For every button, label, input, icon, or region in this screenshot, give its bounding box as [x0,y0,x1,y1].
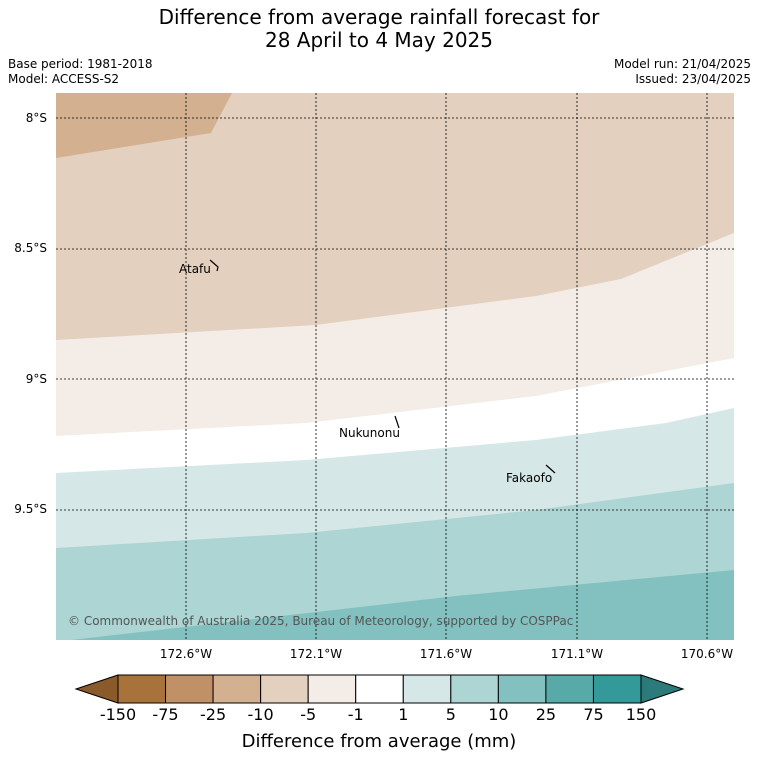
colorbar-tick-label: -1 [347,705,364,724]
title-line-1: Difference from average rainfall forecas… [158,5,600,29]
colorbar-segments [117,674,642,704]
colorbar-segment-7 [450,674,499,704]
issued-text: Issued: 23/04/2025 [635,72,751,86]
colorbar-title: Difference from average (mm) [241,731,517,752]
colorbar [74,674,685,704]
meta-right: Model run: 21/04/2025 Issued: 23/04/2025 [614,57,751,87]
colorbar-tick-label: -150 [99,705,137,724]
colorbar-segment-0 [117,674,167,704]
colorbar-tick-label: -25 [200,705,227,724]
colorbar-segment-6 [402,674,452,704]
band-minus25-to-minus10 [56,93,232,158]
colorbar-segment-10 [592,674,642,704]
atafu-atoll-outline [209,259,219,272]
colorbar-tick-label: 25 [535,705,557,724]
map-svg [56,93,734,640]
nukunonu-atoll-outline [394,415,400,429]
colorbar-tick-label: -75 [152,705,179,724]
lat-label-8: 8°S [25,111,47,125]
place-label-atafu: Atafu [179,262,211,276]
colorbar-segment-3 [260,674,309,704]
colorbar-high-extend [640,674,685,704]
colorbar-tick-label: 5 [445,705,456,724]
lon-label-172-1: 172.1°W [289,647,343,661]
band-10-to-25 [71,570,734,640]
lon-label-171-1: 171.1°W [550,647,604,661]
colorbar-segment-2 [212,674,262,704]
copyright-text: © Commonwealth of Australia 2025, Bureau… [68,614,574,628]
colorbar-segment-9 [545,674,594,704]
colorbar-segment-5 [355,674,404,704]
model-text: Model: ACCESS-S2 [8,72,120,86]
colorbar-tick-label: 1 [398,705,409,724]
atoll-outlines [209,259,556,474]
colorbar-segment-1 [165,674,214,704]
colorbar-outline [117,674,642,704]
place-label-nukunonu: Nukunonu [339,426,400,440]
lat-label-9: 9°S [25,372,47,386]
colorbar-tick-label: 150 [625,705,657,724]
colorbar-tick-label: 10 [488,705,509,724]
colorbar-tick-label: -10 [247,705,274,724]
base-period-text: Base period: 1981-2018 [8,57,153,71]
lat-label-8-5: 8.5°S [14,241,47,255]
colorbar-low-extend [74,674,119,704]
place-label-fakaofo: Fakaofo [506,471,553,485]
lat-label-9-5: 9.5°S [14,502,47,516]
map-area [56,93,734,640]
map-title: Difference from average rainfall forecas… [0,6,758,52]
model-run-text: Model run: 21/04/2025 [613,57,751,71]
lon-label-172-6: 172.6°W [159,647,213,661]
colorbar-segment-4 [307,674,357,704]
lon-label-171-6: 171.6°W [419,647,473,661]
colorbar-tick-label: 75 [583,705,604,724]
colorbar-segment-8 [497,674,547,704]
colorbar-tick-label: -5 [300,705,317,724]
title-line-2: 28 April to 4 May 2025 [265,28,493,52]
graticule [56,93,734,640]
lon-label-170-6: 170.6°W [680,647,734,661]
fakaofo-atoll-outline [545,464,556,474]
meta-left: Base period: 1981-2018 Model: ACCESS-S2 [8,57,153,87]
